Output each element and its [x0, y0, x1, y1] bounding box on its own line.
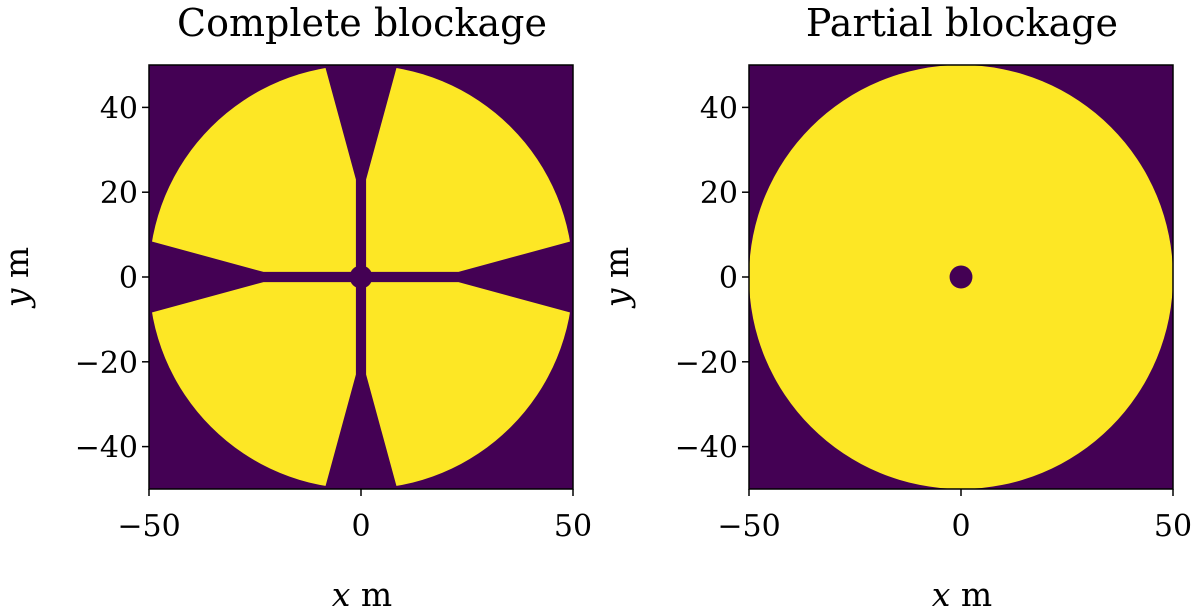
- x-tick-label: 0: [351, 509, 370, 544]
- y-tick-label: 0: [119, 261, 138, 296]
- y-tick-label: −40: [75, 431, 138, 466]
- chart-title: Partial blockage: [806, 1, 1118, 45]
- y-tick-label: 20: [100, 176, 138, 211]
- strut-wedge: [149, 240, 361, 314]
- x-tick-label: −50: [717, 509, 780, 544]
- axis-ticks: −50 0 50 40 20 0 −20 −40: [675, 91, 1192, 544]
- y-tick-label: 40: [100, 91, 138, 126]
- y-tick-label: −20: [675, 346, 738, 381]
- x-axis-label: x m: [932, 575, 992, 612]
- x-tick-label: −50: [117, 509, 180, 544]
- x-tick-label: 50: [1154, 509, 1192, 544]
- x-axis-label: x m: [332, 575, 392, 612]
- axis-ticks: −50 0 50 40 20 0 −20 −40: [75, 91, 592, 544]
- central-obstruction: [349, 265, 373, 289]
- chart-title: Complete blockage: [177, 1, 547, 45]
- strut-wedge: [324, 277, 398, 489]
- y-tick-label: 20: [700, 176, 738, 211]
- strut-wedge: [324, 65, 398, 277]
- x-tick-label: 0: [951, 509, 970, 544]
- panel-partial-blockage: Partial blockage −50 0 50 40 20 0 −20 −40 x m y…: [597, 1, 1192, 612]
- y-axis-label: y m: [0, 247, 36, 309]
- central-obstruction: [949, 265, 973, 289]
- y-tick-label: −20: [75, 346, 138, 381]
- y-tick-label: 40: [700, 91, 738, 126]
- y-axis-label: y m: [597, 247, 636, 309]
- y-tick-label: −40: [675, 431, 738, 466]
- strut-wedge: [361, 240, 573, 314]
- y-tick-label: 0: [719, 261, 738, 296]
- plot-area: [748, 64, 1174, 490]
- plot-area: [148, 64, 574, 490]
- x-tick-label: 50: [554, 509, 592, 544]
